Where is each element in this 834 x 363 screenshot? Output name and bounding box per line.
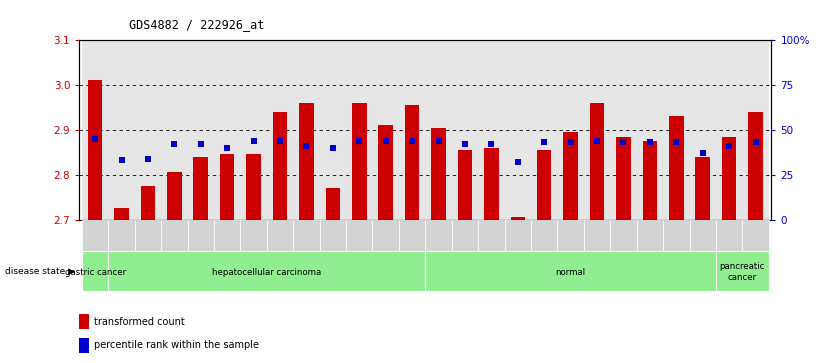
Bar [246, 155, 261, 220]
Bar [114, 208, 128, 220]
FancyBboxPatch shape [214, 220, 240, 289]
Bar [610, 40, 636, 220]
FancyBboxPatch shape [531, 220, 557, 289]
Bar [590, 103, 605, 220]
Bar [346, 40, 373, 220]
FancyBboxPatch shape [240, 220, 267, 289]
Bar [82, 40, 108, 220]
Bar [188, 40, 214, 220]
FancyBboxPatch shape [505, 220, 531, 289]
Bar [722, 136, 736, 220]
Bar [141, 186, 155, 220]
Bar [88, 80, 103, 220]
FancyBboxPatch shape [82, 220, 108, 289]
Bar [478, 40, 505, 220]
Bar [319, 40, 346, 220]
Bar [108, 40, 135, 220]
FancyBboxPatch shape [294, 220, 319, 289]
Bar [531, 40, 557, 220]
Bar [193, 157, 208, 220]
Bar [214, 40, 240, 220]
Text: hepatocellular carcinoma: hepatocellular carcinoma [212, 268, 321, 277]
Bar [643, 141, 657, 220]
Bar [79, 314, 88, 329]
Text: disease state ▶: disease state ▶ [5, 267, 75, 276]
Bar [79, 338, 88, 353]
FancyBboxPatch shape [373, 220, 399, 289]
Bar [352, 103, 367, 220]
FancyBboxPatch shape [108, 251, 425, 291]
FancyBboxPatch shape [742, 220, 769, 289]
FancyBboxPatch shape [399, 220, 425, 289]
Bar [325, 188, 340, 220]
Bar [294, 40, 319, 220]
Bar [299, 103, 314, 220]
FancyBboxPatch shape [425, 220, 452, 289]
Bar [399, 40, 425, 220]
Text: pancreatic
cancer: pancreatic cancer [720, 262, 765, 282]
Bar [267, 40, 294, 220]
Bar [742, 40, 769, 220]
Bar [748, 112, 763, 220]
Bar [663, 40, 690, 220]
Bar [510, 217, 525, 220]
Bar [557, 40, 584, 220]
Text: percentile rank within the sample: percentile rank within the sample [93, 340, 259, 350]
FancyBboxPatch shape [663, 220, 690, 289]
FancyBboxPatch shape [584, 220, 610, 289]
FancyBboxPatch shape [108, 220, 135, 289]
Bar [696, 157, 710, 220]
Bar [452, 40, 478, 220]
Bar [135, 40, 161, 220]
Bar [240, 40, 267, 220]
FancyBboxPatch shape [557, 220, 584, 289]
Text: GDS4882 / 222926_at: GDS4882 / 222926_at [129, 18, 264, 31]
Bar [431, 127, 446, 220]
FancyBboxPatch shape [346, 220, 373, 289]
FancyBboxPatch shape [267, 220, 294, 289]
Bar [636, 40, 663, 220]
Bar [425, 40, 452, 220]
FancyBboxPatch shape [610, 220, 636, 289]
FancyBboxPatch shape [425, 251, 716, 291]
FancyBboxPatch shape [690, 220, 716, 289]
FancyBboxPatch shape [716, 220, 742, 289]
Bar [669, 116, 684, 220]
Bar [220, 155, 234, 220]
Text: transformed count: transformed count [93, 317, 184, 327]
Bar [616, 136, 631, 220]
Text: normal: normal [555, 268, 585, 277]
FancyBboxPatch shape [636, 220, 663, 289]
FancyBboxPatch shape [452, 220, 478, 289]
Bar [458, 150, 472, 220]
FancyBboxPatch shape [478, 220, 505, 289]
Bar [404, 105, 420, 220]
Bar [273, 112, 287, 220]
Bar [379, 125, 393, 220]
FancyBboxPatch shape [319, 220, 346, 289]
Bar [564, 132, 578, 220]
FancyBboxPatch shape [188, 220, 214, 289]
Bar [161, 40, 188, 220]
FancyBboxPatch shape [716, 251, 769, 291]
Bar [537, 150, 551, 220]
Bar [484, 148, 499, 220]
Bar [584, 40, 610, 220]
Bar [505, 40, 531, 220]
FancyBboxPatch shape [82, 251, 108, 291]
Bar [690, 40, 716, 220]
Text: gastric cancer: gastric cancer [64, 268, 126, 277]
Bar [716, 40, 742, 220]
Bar [167, 172, 182, 220]
FancyBboxPatch shape [135, 220, 161, 289]
Bar [373, 40, 399, 220]
FancyBboxPatch shape [161, 220, 188, 289]
